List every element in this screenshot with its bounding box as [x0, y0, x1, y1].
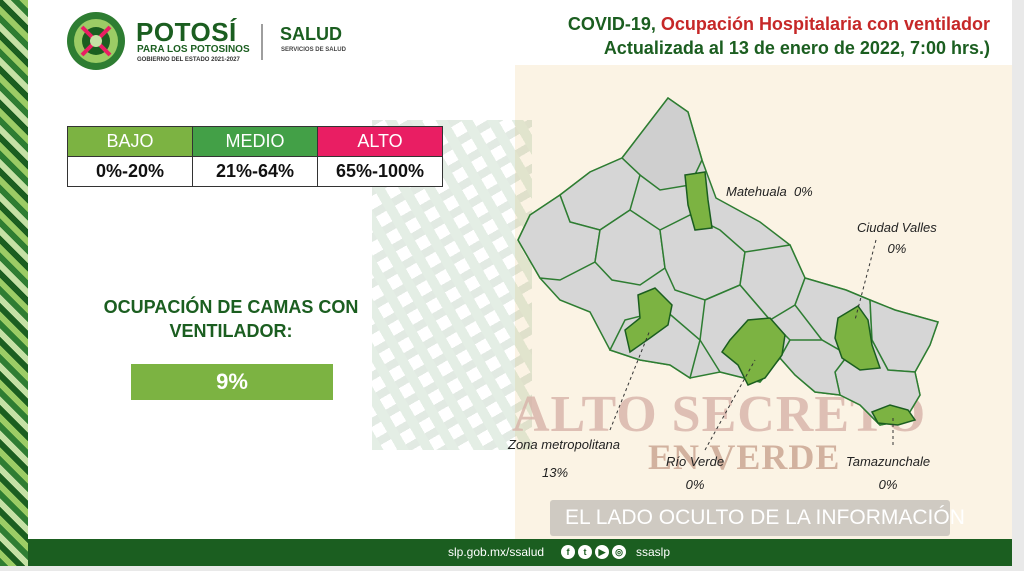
region-label-tamazunchale: Tamazunchale 0% [846, 454, 931, 492]
facebook-icon[interactable]: f [561, 545, 575, 559]
page-title: COVID-19, Ocupación Hospitalaria con ven… [568, 14, 990, 35]
legend-range-medium: 21%-64% [192, 156, 318, 187]
instagram-icon[interactable]: ◎ [612, 545, 626, 559]
map-region-southeast [779, 339, 850, 396]
map-highlight-matehuala [684, 171, 713, 231]
department-subtitle: SERVICIOS DE SALUD [281, 47, 346, 53]
title-lead: COVID-19, [567, 14, 656, 34]
page-subtitle: Actualizada al 13 de enero de 2022, 7:00… [603, 38, 990, 58]
state-map [517, 96, 939, 451]
occupancy-value: 9% [131, 364, 333, 400]
brand-government: GOBIERNO DEL ESTADO 2021-2027 [137, 57, 240, 63]
legend-label-medium: MEDIO [192, 126, 318, 157]
legend-label-low: BAJO [67, 126, 193, 157]
risk-legend-table: BAJO MEDIO ALTO 0%-20% 21%-64% 65%-100% [67, 126, 443, 187]
potosi-logo-icon [67, 12, 125, 70]
leader-rio-verde [704, 359, 756, 451]
map-highlight-zona-metropolitana [624, 287, 673, 354]
watermark-caption: EL LADO OCULTO DE LA INFORMACIÓN [565, 506, 965, 529]
twitter-icon[interactable]: t [578, 545, 592, 559]
region-label-zona-metropolitana: Zona metropolitana 13% [508, 437, 621, 480]
map-highlight-tamazunchale [870, 404, 917, 426]
legend-range-high: 65%-100% [317, 156, 443, 187]
youtube-icon[interactable]: ▶ [595, 545, 609, 559]
watermark-subtitle: EN VERDE [648, 437, 841, 477]
map-region-north [620, 96, 703, 191]
region-label-matehuala: Matehuala 0% [726, 184, 813, 199]
leader-ciudad-valles [854, 239, 877, 321]
footer-handle[interactable]: ssaslp [636, 545, 671, 559]
legend-label-high: ALTO [317, 126, 443, 157]
decorative-side-band [0, 0, 28, 566]
social-icons: f t ▶ ◎ [561, 545, 626, 559]
occupancy-label: OCUPACIÓN DE CAMAS CON VENTILADOR: [103, 297, 359, 341]
title-main: Ocupación Hospitalaria con ventilador [660, 14, 990, 34]
department-name: SALUD [280, 24, 342, 44]
legend-range-low: 0%-20% [67, 156, 193, 187]
footer-bar: slp.gob.mx/ssalud f t ▶ ◎ ssaslp [28, 539, 1012, 566]
region-label-rio-verde: Río Verde 0% [666, 454, 725, 492]
header-divider [261, 24, 263, 60]
map-highlight-ciudad-valles [834, 305, 882, 371]
brand-name: POTOSÍ [136, 17, 237, 47]
brand-tagline: PARA LOS POTOSINOS [137, 44, 250, 55]
map-highlight-rio-verde [720, 317, 786, 386]
footer-url[interactable]: slp.gob.mx/ssalud [448, 545, 545, 559]
region-label-ciudad-valles: Ciudad Valles 0% [857, 220, 937, 256]
slide: ALTO SECRETO EN VERDE EL LADO OCULTO DE … [0, 0, 1012, 566]
watermark-caption-bar [550, 500, 950, 536]
